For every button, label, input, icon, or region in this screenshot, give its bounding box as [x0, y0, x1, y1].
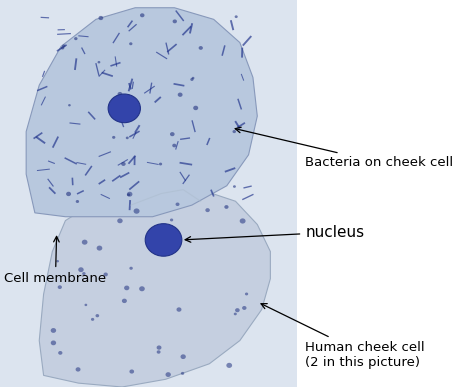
Circle shape — [148, 247, 152, 250]
Circle shape — [159, 163, 162, 165]
Circle shape — [233, 185, 236, 188]
Polygon shape — [39, 186, 270, 387]
Circle shape — [112, 136, 115, 139]
Circle shape — [190, 78, 193, 81]
Circle shape — [98, 61, 100, 63]
Circle shape — [181, 372, 184, 375]
Circle shape — [61, 46, 64, 50]
Text: Human cheek cell
(2 in this picture): Human cheek cell (2 in this picture) — [261, 304, 425, 368]
Circle shape — [62, 45, 65, 47]
Text: Bacteria on cheek cell: Bacteria on cheek cell — [235, 127, 453, 169]
Circle shape — [51, 341, 56, 345]
Circle shape — [127, 192, 132, 197]
Circle shape — [164, 250, 170, 254]
Circle shape — [76, 200, 79, 203]
Circle shape — [134, 209, 139, 214]
Circle shape — [117, 218, 123, 223]
Circle shape — [175, 202, 180, 206]
Circle shape — [233, 130, 236, 133]
Circle shape — [78, 267, 84, 272]
Circle shape — [58, 285, 62, 289]
Circle shape — [124, 286, 129, 290]
Circle shape — [129, 42, 132, 45]
Circle shape — [191, 77, 194, 79]
Circle shape — [127, 193, 130, 196]
Circle shape — [74, 37, 78, 40]
Circle shape — [139, 286, 145, 291]
Circle shape — [240, 218, 246, 224]
Bar — [0, 0, 297, 387]
Circle shape — [155, 237, 158, 240]
Circle shape — [129, 370, 134, 373]
Circle shape — [58, 351, 63, 355]
Circle shape — [129, 267, 133, 270]
Circle shape — [95, 314, 99, 317]
Circle shape — [234, 313, 237, 315]
Circle shape — [97, 246, 102, 251]
Circle shape — [91, 318, 94, 321]
Circle shape — [181, 354, 186, 359]
Circle shape — [178, 92, 182, 97]
Circle shape — [126, 137, 129, 139]
Circle shape — [193, 106, 198, 110]
Text: nucleus: nucleus — [185, 225, 365, 242]
Circle shape — [245, 293, 248, 295]
Circle shape — [82, 272, 86, 275]
Circle shape — [108, 94, 140, 123]
Circle shape — [99, 16, 103, 20]
Circle shape — [242, 306, 246, 310]
Circle shape — [122, 299, 127, 303]
Text: Cell membrane: Cell membrane — [4, 236, 107, 285]
Circle shape — [145, 224, 182, 256]
Circle shape — [235, 308, 240, 312]
Circle shape — [235, 15, 238, 18]
Circle shape — [176, 307, 182, 312]
Circle shape — [224, 205, 228, 209]
Circle shape — [140, 13, 145, 17]
Circle shape — [103, 272, 108, 276]
Circle shape — [121, 162, 126, 166]
Circle shape — [84, 304, 87, 306]
Circle shape — [173, 19, 177, 23]
Circle shape — [226, 363, 232, 368]
Circle shape — [118, 92, 122, 96]
Circle shape — [56, 260, 59, 262]
Circle shape — [170, 132, 174, 136]
Circle shape — [170, 219, 173, 221]
Circle shape — [68, 104, 71, 106]
Polygon shape — [26, 8, 257, 217]
Circle shape — [205, 208, 210, 212]
Circle shape — [157, 350, 161, 354]
Circle shape — [66, 192, 71, 196]
Circle shape — [133, 113, 137, 117]
Circle shape — [82, 240, 88, 245]
Circle shape — [125, 107, 128, 110]
Circle shape — [165, 372, 171, 377]
Circle shape — [51, 328, 56, 333]
Circle shape — [199, 46, 203, 50]
Circle shape — [75, 367, 81, 372]
Circle shape — [156, 346, 162, 350]
Circle shape — [172, 144, 176, 147]
